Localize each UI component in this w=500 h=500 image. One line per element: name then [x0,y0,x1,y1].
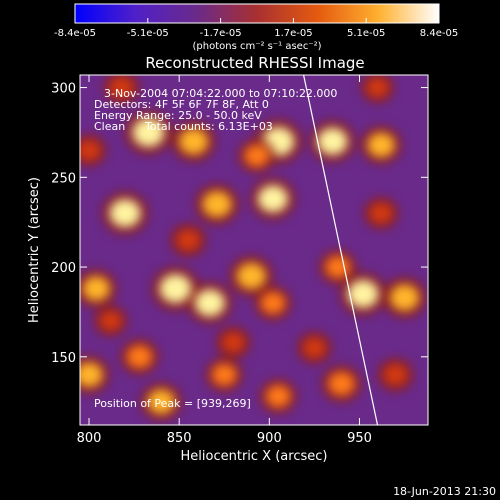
plot-frame [79,74,429,426]
heatmap-source [265,385,291,408]
heatmap-source [328,371,355,396]
y-tick-label: 300 [51,82,76,97]
x-tick-label: 850 [167,431,192,446]
solar-limb-line [302,75,379,425]
y-tick-label: 150 [51,351,76,366]
heatmap-source [99,310,122,331]
annotation-peak-position: Position of Peak = [939,269] [94,397,251,410]
x-tick-label: 900 [257,431,282,446]
heatmap-source [347,279,379,308]
colorbar [74,3,440,24]
heatmap-source [325,255,351,279]
heatmap-source [159,274,192,303]
heatmap-source [260,291,286,315]
heatmap-source [369,202,393,224]
chart-title: Reconstructed RHESSI Image [145,54,364,72]
colorbar-ticks [74,18,440,23]
heatmap-source [178,128,209,155]
heatmap-source [126,345,153,369]
heatmap-source [202,191,232,218]
annotation-total-counts: Total counts: 6.13E+03 [144,120,273,133]
y-tick-label: 250 [51,171,76,186]
heatmap-source [383,363,408,386]
heatmap-source [236,262,266,290]
heatmap-source [211,363,237,386]
heatmap-source [366,77,389,98]
annotation-time-range: 3-Nov-2004 07:04:22.000 to 07:10:22.000 [104,87,337,100]
heatmap-source [147,389,175,415]
x-tick-label: 800 [77,431,102,446]
colorbar-tick-labels: -8.4e-05 -5.1e-05 -1.7e-05 1.7e-05 5.1e-05 8.… [54,28,458,39]
heatmap-source [194,289,225,317]
colorbar-tick-label: -8.4e-05 [54,28,96,39]
heatmap-sources [80,75,427,421]
heatmap-source [244,144,270,167]
annotation-energy: Energy Range: 25.0 - 50.0 keV [94,109,262,122]
heatmap-source [109,76,134,99]
y-tick-label: 200 [51,261,76,276]
colorbar-unit-label: (photons cm⁻² s⁻¹ asec⁻²) [192,41,321,52]
y-axis-label: Heliocentric Y (arcsec) [27,177,42,323]
footer-date: 18-Jun-2013 21:30 [393,485,496,498]
x-tick-labels: 800 850 900 950 [77,431,372,446]
heatmap-source [80,362,103,388]
heatmap-source [317,127,348,156]
heatmap-source [221,332,245,353]
heatmap-source [82,276,110,301]
heatmap-source [176,229,201,251]
heatmap-source [80,140,101,161]
x-tick-label: 950 [347,431,372,446]
heatmap-source [109,199,141,228]
annotation-detectors: Detectors: 4F 5F 6F 7F 8F, Att 0 [94,98,269,111]
x-axis-label: Heliocentric X (arcsec) [181,449,328,464]
colorbar-tick-label: -1.7e-05 [200,28,242,39]
heatmap-source [389,284,420,311]
heatmap-source [367,132,395,158]
colorbar-tick-label: 5.1e-05 [347,28,385,39]
annotation-clean: Clean [94,120,125,133]
heatmap-source [302,337,326,359]
axis-ticks [80,75,428,425]
colorbar-tick-label: 8.4e-05 [420,28,458,39]
heatmap-source [132,118,165,147]
colorbar-tick-label: -5.1e-05 [127,28,169,39]
heatmap-source [257,185,289,213]
colorbar-tick-label: 1.7e-05 [274,28,312,39]
y-tick-labels: 150 200 250 300 [51,82,76,366]
